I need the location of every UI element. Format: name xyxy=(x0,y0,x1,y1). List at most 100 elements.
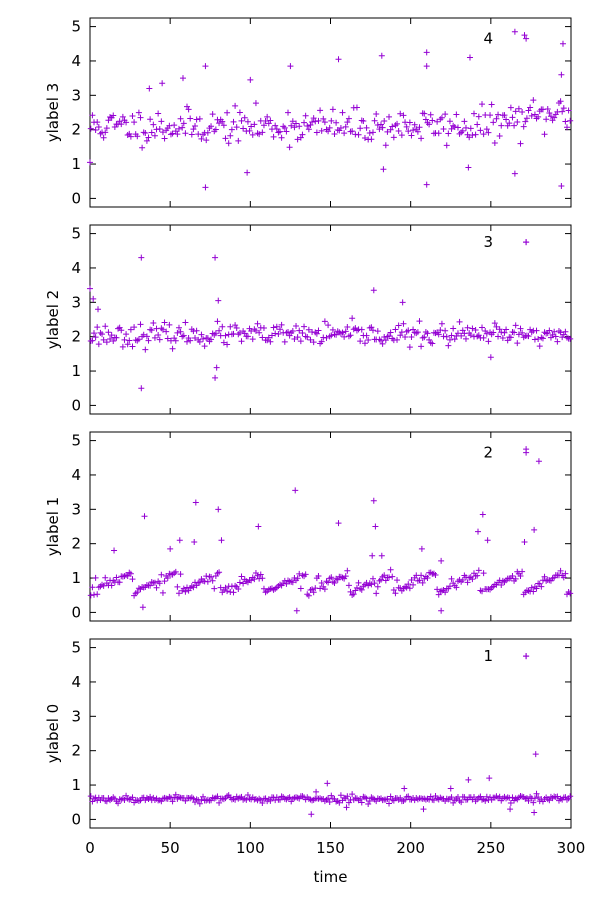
data-point-0 xyxy=(448,125,455,132)
outlier-point-2 xyxy=(335,520,342,527)
data-point-0 xyxy=(148,129,155,136)
data-point-0 xyxy=(145,134,152,141)
data-point-1 xyxy=(349,315,356,322)
outlier-point-0 xyxy=(146,85,153,92)
data-point-2 xyxy=(557,567,564,574)
data-point-0 xyxy=(440,126,447,133)
data-point-2 xyxy=(116,579,123,586)
data-point-3 xyxy=(172,791,179,798)
data-point-0 xyxy=(446,118,453,125)
data-point-2 xyxy=(174,583,181,590)
y-tick-label-0: 5 xyxy=(71,18,81,36)
data-point-3 xyxy=(533,790,540,797)
data-point-0 xyxy=(230,118,237,125)
data-point-1 xyxy=(342,328,349,335)
data-point-0 xyxy=(251,121,258,128)
outlier-point-0 xyxy=(559,40,566,47)
data-point-0 xyxy=(374,121,381,128)
data-point-1 xyxy=(424,330,431,337)
data-point-0 xyxy=(501,112,508,119)
y-axis-label-0: ylabel 3 xyxy=(44,83,62,142)
data-point-1 xyxy=(321,318,328,325)
data-point-1 xyxy=(113,334,120,341)
data-point-0 xyxy=(512,108,519,115)
data-point-0 xyxy=(175,125,182,132)
x-axis-label: time xyxy=(314,868,348,886)
data-point-0 xyxy=(410,127,417,134)
data-point-1 xyxy=(472,327,479,334)
outlier-point-1 xyxy=(95,306,102,313)
data-point-2 xyxy=(153,584,160,591)
data-point-2 xyxy=(294,575,301,582)
data-point-2 xyxy=(216,569,223,576)
data-point-1 xyxy=(397,332,404,339)
data-point-0 xyxy=(467,125,474,132)
outlier-point-0 xyxy=(511,28,518,35)
data-point-1 xyxy=(265,334,272,341)
data-point-3 xyxy=(525,797,532,804)
data-point-0 xyxy=(535,113,542,120)
data-point-2 xyxy=(259,575,266,582)
data-point-2 xyxy=(238,573,245,580)
data-point-2 xyxy=(355,579,362,586)
data-point-3 xyxy=(257,796,264,803)
data-point-1 xyxy=(387,329,394,336)
data-point-0 xyxy=(345,115,352,122)
data-point-1 xyxy=(454,330,461,337)
data-point-2 xyxy=(175,590,182,597)
data-point-1 xyxy=(363,332,370,339)
data-point-0 xyxy=(94,119,101,126)
data-point-1 xyxy=(270,324,277,331)
data-point-1 xyxy=(156,336,163,343)
outlier-point-1 xyxy=(87,285,93,292)
data-point-2 xyxy=(390,587,397,594)
data-point-0 xyxy=(102,129,109,136)
data-point-3 xyxy=(147,793,154,800)
data-point-0 xyxy=(123,119,130,126)
data-point-0 xyxy=(403,123,410,130)
data-point-1 xyxy=(155,332,162,339)
data-point-1 xyxy=(567,335,574,342)
data-point-1 xyxy=(546,327,553,334)
x-tick-label: 300 xyxy=(557,839,586,857)
outlier-point-0 xyxy=(159,80,166,87)
data-point-0 xyxy=(238,117,245,124)
data-point-0 xyxy=(382,142,389,149)
data-point-3 xyxy=(567,793,574,800)
outlier-point-3 xyxy=(486,775,493,782)
data-point-2 xyxy=(418,572,425,579)
data-point-0 xyxy=(427,111,434,118)
data-point-1 xyxy=(499,334,506,341)
data-point-0 xyxy=(339,109,346,116)
data-point-0 xyxy=(333,119,340,126)
data-point-2 xyxy=(342,573,349,580)
data-point-2 xyxy=(190,584,197,591)
data-point-0 xyxy=(355,131,362,138)
data-point-0 xyxy=(523,115,530,122)
x-tick-label: 200 xyxy=(396,839,425,857)
data-point-0 xyxy=(511,122,518,129)
data-point-0 xyxy=(551,114,558,121)
legend-label-3: 1 xyxy=(483,647,493,665)
data-point-1 xyxy=(442,327,449,334)
data-point-2 xyxy=(386,574,393,581)
data-point-0 xyxy=(429,117,436,124)
data-point-0 xyxy=(281,124,288,131)
data-point-1 xyxy=(91,330,98,337)
data-point-0 xyxy=(179,124,186,131)
data-point-1 xyxy=(408,333,415,340)
data-point-1 xyxy=(285,328,292,335)
data-point-1 xyxy=(491,320,498,327)
data-point-1 xyxy=(291,335,298,342)
outlier-point-0 xyxy=(380,166,387,173)
data-point-2 xyxy=(528,584,535,591)
data-point-2 xyxy=(530,588,537,595)
data-point-2 xyxy=(509,573,516,580)
data-point-0 xyxy=(299,131,306,138)
data-point-1 xyxy=(328,332,335,339)
data-point-1 xyxy=(496,326,503,333)
data-point-0 xyxy=(182,130,189,137)
data-point-0 xyxy=(317,107,324,114)
data-point-3 xyxy=(477,793,484,800)
data-point-2 xyxy=(474,572,481,579)
